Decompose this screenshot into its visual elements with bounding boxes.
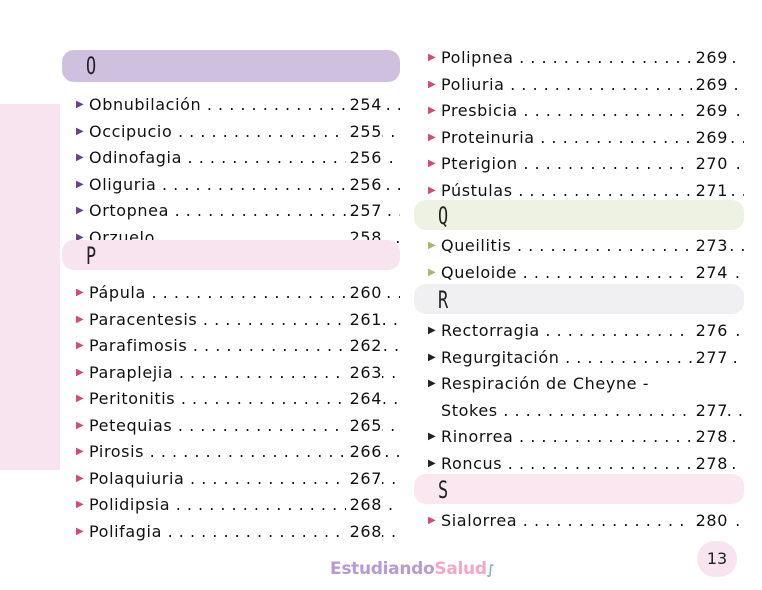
triangle-bullet-icon: ▶ — [76, 178, 85, 190]
stethoscope-icon: ∫ — [486, 563, 495, 578]
index-entry[interactable]: ▶Pirosis266 — [62, 439, 400, 466]
triangle-bullet-icon: ▶ — [76, 205, 85, 216]
triangle-bullet-icon: ▶ — [76, 419, 85, 431]
triangle-bullet-icon: ▶ — [428, 351, 437, 363]
section-q-entries: ▶Queilitis273 ▶Queloide274 — [414, 233, 744, 286]
index-entry[interactable]: ▶Roncus278 — [414, 450, 744, 478]
triangle-bullet-icon: ▶ — [428, 184, 437, 196]
letter-p: P — [86, 242, 97, 270]
index-column-left-p: P ▶Pápula260 ▶Paracentesis261 ▶Parafimos… — [62, 240, 400, 545]
index-column-right-s: S ▶Sialorrea280 — [414, 474, 744, 535]
index-column-right: ▶Polipnea269 ▶Poliuria269 ▶Presbicia269 … — [414, 45, 744, 204]
index-entry[interactable]: ▶Peritonitis264 — [62, 386, 400, 413]
triangle-bullet-icon: ▶ — [428, 266, 437, 278]
index-entry[interactable]: ▶Pterigion270 — [414, 151, 744, 178]
letter-header-p: P — [62, 240, 400, 270]
index-entry[interactable]: ▶Sialorrea280 — [414, 508, 744, 535]
triangle-bullet-icon: ▶ — [76, 287, 85, 298]
letter-s: S — [438, 476, 449, 504]
index-column-right-r: R ▶Rectorragia276 ▶Regurgitación277 ▶Res… — [414, 284, 744, 477]
triangle-bullet-icon: ▶ — [428, 240, 437, 251]
index-column-right-q: Q ▶Queilitis273 ▶Queloide274 — [414, 200, 744, 286]
index-entry[interactable]: ▶Paracentesis261 — [62, 306, 400, 334]
triangle-bullet-icon: ▶ — [428, 52, 437, 63]
triangle-bullet-icon: ▶ — [76, 525, 85, 537]
index-column-left: O ▶Obnubilación254 ▶Occipucio255 ▶Odinof… — [62, 50, 400, 251]
index-entry[interactable]: ▶ Respiración de Cheyne - — [414, 371, 744, 398]
index-entry[interactable]: ▶Polaquiuria267 — [62, 465, 400, 493]
triangle-bullet-icon: ▶ — [428, 325, 437, 336]
index-entry[interactable]: ▶Ortopnea257 — [62, 198, 400, 225]
index-entry[interactable]: ▶Presbicia269 — [414, 98, 744, 125]
triangle-bullet-icon: ▶ — [76, 472, 85, 484]
triangle-bullet-icon: ▶ — [76, 313, 85, 325]
index-entry[interactable]: ▶Parafimosis262 — [62, 333, 400, 360]
index-entry[interactable]: ▶Queilitis273 — [414, 233, 744, 260]
triangle-bullet-icon: ▶ — [76, 152, 85, 163]
index-entry[interactable]: ▶Rinorrea278 — [414, 424, 744, 451]
letter-header-r: R — [414, 284, 744, 314]
triangle-bullet-icon: ▶ — [428, 431, 437, 442]
index-entry[interactable]: ▶Obnubilación254 — [62, 92, 400, 119]
section-o-entries: ▶Obnubilación254 ▶Occipucio255 ▶Odinofag… — [62, 92, 400, 251]
index-entry[interactable]: ▶Petequias265 — [62, 412, 400, 440]
side-tab-decoration — [0, 104, 60, 470]
section-p-continued-entries: ▶Polipnea269 ▶Poliuria269 ▶Presbicia269 … — [414, 45, 744, 204]
triangle-bullet-icon: ▶ — [428, 378, 437, 389]
triangle-bullet-icon: ▶ — [76, 125, 85, 137]
section-r-entries: ▶Rectorragia276 ▶Regurgitación277 ▶Respi… — [414, 318, 744, 477]
index-entry[interactable]: ▶Polidipsia268 — [62, 492, 400, 519]
triangle-bullet-icon: ▶ — [76, 340, 85, 351]
index-entry[interactable]: ▶Polifagia268 — [62, 518, 400, 546]
index-entry[interactable]: ▶Regurgitación277 — [414, 344, 744, 372]
triangle-bullet-icon: ▶ — [76, 231, 85, 243]
index-entry[interactable]: ▶Poliuria269 — [414, 71, 744, 99]
index-entry[interactable]: ▶Occipucio255 — [62, 118, 400, 146]
index-entry[interactable]: ▶Pústulas271 — [414, 177, 744, 205]
triangle-bullet-icon: ▶ — [76, 99, 85, 110]
index-entry[interactable]: ▶Odinofagia256 — [62, 145, 400, 172]
triangle-bullet-icon: ▶ — [428, 105, 437, 116]
letter-q: Q — [438, 202, 449, 230]
section-s-entries: ▶Sialorrea280 — [414, 508, 744, 535]
letter-header-o: O — [62, 50, 400, 82]
triangle-bullet-icon: ▶ — [428, 457, 437, 469]
triangle-bullet-icon: ▶ — [76, 499, 85, 510]
letter-header-q: Q — [414, 200, 744, 230]
triangle-bullet-icon: ▶ — [428, 131, 437, 143]
page-number: 13 — [697, 541, 737, 577]
index-entry[interactable]: ▶Proteinuria269 — [414, 124, 744, 152]
index-entry[interactable]: ▶Pápula260 — [62, 280, 400, 307]
index-entry-continuation[interactable]: Stokes277 — [414, 397, 744, 425]
index-entry[interactable]: ▶Rectorragia276 — [414, 318, 744, 345]
section-p-entries: ▶Pápula260 ▶Paracentesis261 ▶Parafimosis… — [62, 280, 400, 545]
triangle-bullet-icon: ▶ — [428, 158, 437, 169]
index-entry[interactable]: ▶Oliguria256 — [62, 171, 400, 199]
triangle-bullet-icon: ▶ — [428, 78, 437, 90]
letter-header-s: S — [414, 474, 744, 504]
index-entry[interactable]: ▶Queloide274 — [414, 259, 744, 287]
triangle-bullet-icon: ▶ — [76, 393, 85, 404]
letter-r: R — [438, 286, 449, 314]
triangle-bullet-icon: ▶ — [428, 515, 437, 526]
triangle-bullet-icon: ▶ — [76, 446, 85, 457]
estudiando-salud-logo: EstudiandoSalud∫ — [330, 559, 495, 579]
triangle-bullet-icon: ▶ — [76, 366, 85, 378]
index-entry[interactable]: ▶Polipnea269 — [414, 45, 744, 72]
letter-o: O — [86, 52, 97, 80]
index-entry[interactable]: ▶Paraplejia263 — [62, 359, 400, 387]
